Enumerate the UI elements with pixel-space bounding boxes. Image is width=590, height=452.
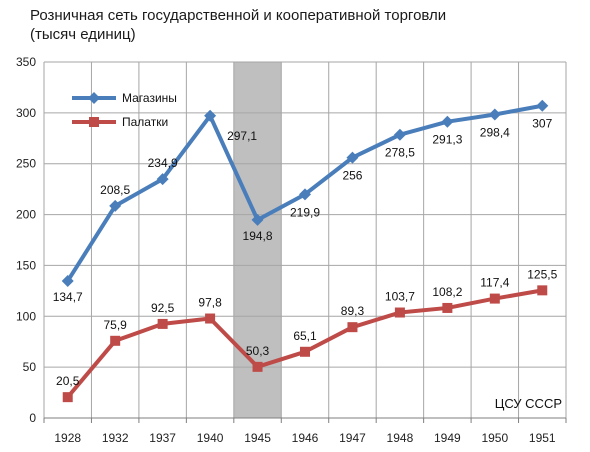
data-label: 75,9 [104,318,128,332]
data-point-marker [394,307,405,318]
data-label: 297,1 [227,129,257,143]
data-point-marker [299,188,311,201]
x-tick-label: 1946 [292,431,319,445]
data-label: 89,3 [341,304,365,318]
data-label: 291,3 [432,133,462,147]
data-label: 117,4 [480,276,509,290]
data-label: 307 [532,117,552,131]
y-tick-label: 0 [29,411,36,425]
legend-marker [89,117,99,127]
data-point-marker [489,293,500,304]
data-label: 298,4 [480,125,510,139]
data-label: 134,7 [53,290,83,304]
data-point-marker [110,335,121,346]
data-label: 103,7 [385,290,415,304]
chart-title: Розничная сеть государственной и коопера… [30,6,446,44]
y-tick-label: 250 [16,157,36,171]
x-tick-label: 1945 [244,431,271,445]
x-tick-label: 1928 [54,431,81,445]
x-tick-label: 1951 [529,431,556,445]
data-point-marker [61,274,74,287]
data-point-marker [537,285,548,296]
y-tick-label: 200 [16,208,36,222]
data-label: 256 [342,169,362,183]
legend-label: Магазины [122,91,177,105]
data-label: 234,9 [148,156,178,170]
legend-label: Палатки [122,115,168,129]
y-tick-label: 350 [16,55,36,69]
x-tick-label: 1940 [197,431,224,445]
data-point-marker [346,151,359,164]
data-label: 125,5 [527,267,557,281]
data-point-marker [252,361,263,372]
data-label: 278,5 [385,146,415,160]
data-point-marker [442,302,453,313]
data-point-marker [347,322,358,333]
data-point-marker [62,392,73,403]
data-point-marker [441,115,454,128]
legend-marker [88,92,100,104]
x-tick-label: 1932 [102,431,129,445]
y-tick-label: 50 [23,360,37,374]
x-tick-label: 1947 [339,431,366,445]
data-label: 208,5 [100,183,130,197]
data-point-marker [300,346,310,357]
y-tick-label: 100 [16,309,36,323]
data-label: 50,3 [246,344,270,358]
chart-title-line1: Розничная сеть государственной и коопера… [30,7,447,24]
data-point-marker [393,128,406,141]
x-tick-label: 1948 [387,431,414,445]
data-label: 219,9 [290,205,320,219]
data-point-marker [205,313,216,324]
source-label: ЦСУ СССР [495,396,562,411]
data-point-marker [109,199,122,212]
data-label: 194,8 [243,229,273,243]
data-label: 92,5 [151,301,175,315]
data-point-marker [536,99,549,112]
data-point-marker [156,173,169,186]
data-point-marker [157,318,168,329]
highlight-band-1945 [233,62,282,418]
x-tick-label: 1937 [149,431,176,445]
data-point-marker [251,213,264,226]
data-point-marker [488,108,501,121]
y-tick-label: 300 [16,106,36,120]
x-tick-label: 1949 [434,431,461,445]
data-label: 108,2 [432,285,462,299]
data-label: 97,8 [198,296,222,310]
x-tick-label: 1950 [481,431,508,445]
data-label: 20,5 [56,374,80,388]
data-point-marker [204,109,217,122]
y-tick-label: 150 [16,258,36,272]
chart-title-line2: (тысяч единиц) [30,26,136,43]
data-label: 65,1 [293,329,317,343]
